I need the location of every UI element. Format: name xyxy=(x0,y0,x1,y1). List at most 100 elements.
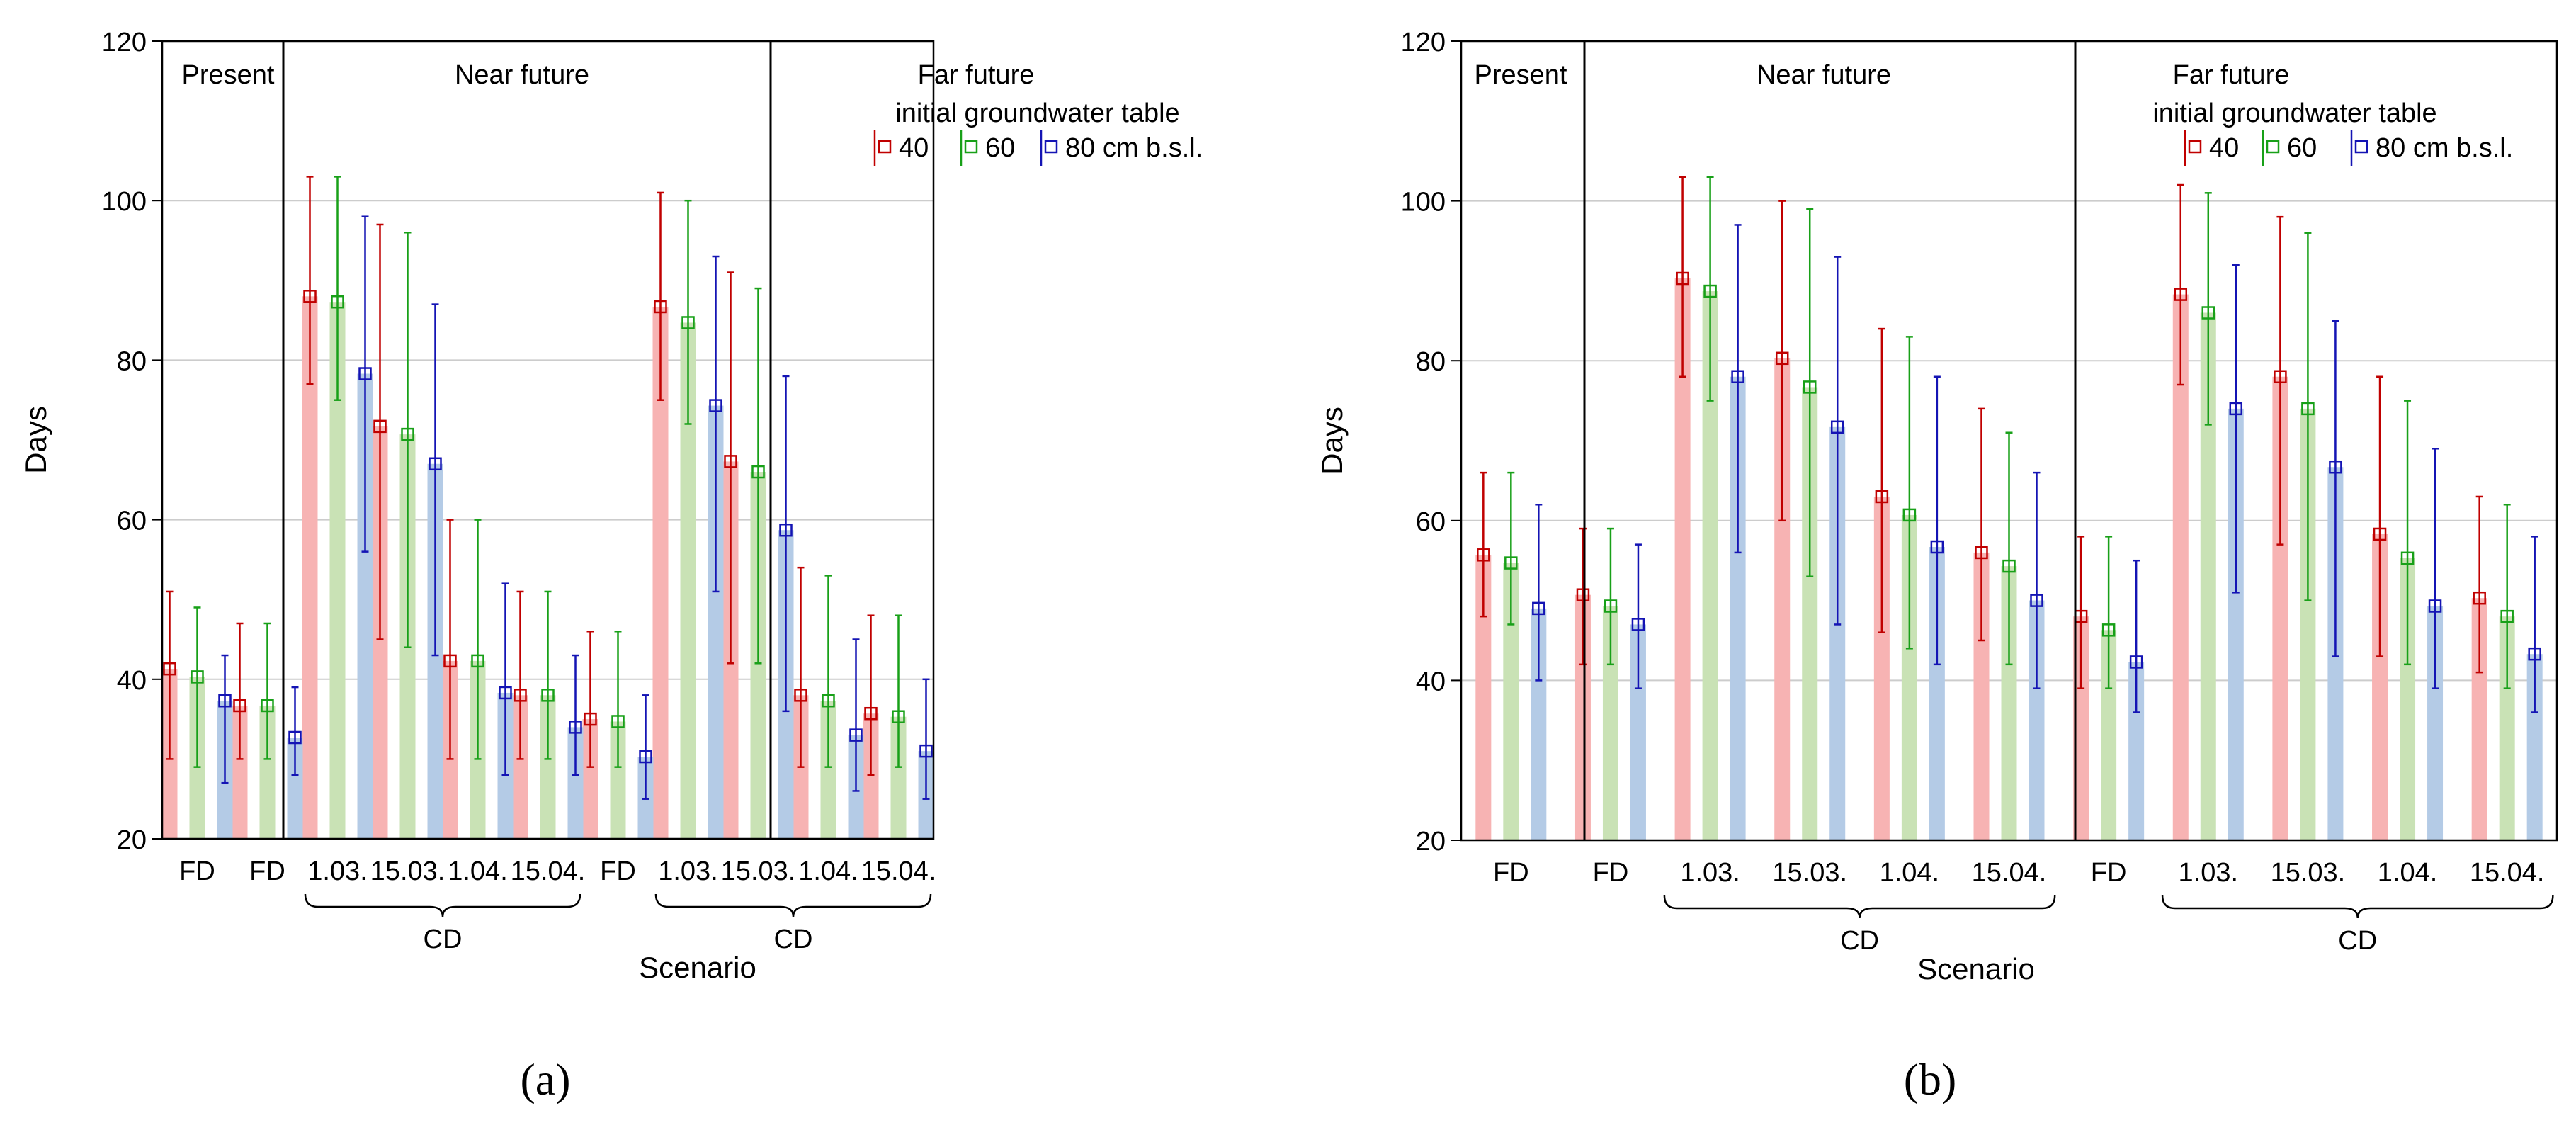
bar xyxy=(329,302,346,839)
brace-label: CD xyxy=(2338,926,2377,956)
mean-marker xyxy=(1830,420,1844,434)
mean-marker xyxy=(1875,490,1889,504)
mean-marker xyxy=(2373,527,2387,541)
bar xyxy=(512,695,528,839)
bar xyxy=(2073,616,2089,840)
bar xyxy=(2400,558,2416,840)
mean-marker xyxy=(654,300,667,314)
y-tick-label: 20 xyxy=(1416,827,1446,857)
mean-marker xyxy=(1975,546,1988,560)
mean-marker xyxy=(709,399,722,412)
mean-marker xyxy=(1930,540,1944,554)
x-tick-label: 15.03. xyxy=(2271,858,2346,888)
y-tick-label: 120 xyxy=(102,28,147,57)
bar xyxy=(357,373,373,839)
bar xyxy=(2200,312,2216,840)
plot-frame xyxy=(1460,40,2558,842)
mean-marker xyxy=(233,699,246,713)
mean-marker xyxy=(584,712,597,726)
bar xyxy=(1503,563,1519,840)
mean-marker xyxy=(751,465,765,479)
mean-marker xyxy=(191,670,204,684)
legend-label: 40 xyxy=(899,133,929,163)
legend-title: initial groundwater table xyxy=(895,98,1179,128)
bar xyxy=(652,306,669,839)
bar xyxy=(863,713,879,839)
mean-marker xyxy=(2528,647,2541,661)
mean-marker xyxy=(2030,594,2043,607)
x-tick-label: 1.03. xyxy=(307,857,368,886)
mean-marker xyxy=(1676,271,1689,286)
bar xyxy=(890,716,907,839)
bar xyxy=(680,322,696,839)
mean-marker xyxy=(919,744,933,758)
y-tick-label: 20 xyxy=(117,825,147,855)
x-tick-label: 15.04. xyxy=(2470,858,2545,888)
bar xyxy=(1730,376,1746,840)
bar xyxy=(2372,533,2388,840)
bar xyxy=(2427,606,2444,840)
mean-marker xyxy=(2274,370,2287,384)
bar xyxy=(2228,408,2244,840)
bar xyxy=(2101,630,2117,840)
y-tick-label: 40 xyxy=(1416,667,1446,696)
y-tick-label: 120 xyxy=(1401,28,1446,57)
bar xyxy=(232,705,248,839)
bar xyxy=(1929,547,1945,840)
mean-marker xyxy=(639,750,652,764)
x-tick-label: 1.04. xyxy=(798,857,858,886)
bar xyxy=(2300,408,2316,840)
mean-marker xyxy=(1731,370,1744,384)
bar xyxy=(2128,662,2145,840)
mean-marker xyxy=(2201,306,2215,320)
bar xyxy=(2471,598,2487,840)
x-tick-label: 1.03. xyxy=(658,857,718,886)
mean-marker xyxy=(794,689,807,702)
mean-marker xyxy=(2329,460,2342,474)
legend-marker xyxy=(2354,140,2368,154)
mean-marker xyxy=(2301,402,2315,416)
x-tick-label: FD xyxy=(1493,858,1529,888)
bar xyxy=(1630,624,1646,840)
mean-marker xyxy=(2002,559,2016,573)
period-label: Present xyxy=(182,60,275,90)
plot-frame xyxy=(161,40,935,840)
x-tick-label: 15.03. xyxy=(370,857,446,886)
y-tick-label: 100 xyxy=(1401,188,1446,217)
x-tick-label: FD xyxy=(179,857,215,886)
bar xyxy=(1574,594,1591,840)
bar xyxy=(2029,600,2045,840)
period-label: Far future xyxy=(918,60,1035,90)
panel-a: 20 40 60 80 100 120 Present Near future Far futu… xyxy=(19,28,1203,1104)
y-tick-label: 60 xyxy=(117,507,147,536)
y-tick-label: 80 xyxy=(117,346,147,376)
legend-label: 40 xyxy=(2209,133,2239,163)
mean-marker xyxy=(1775,351,1789,366)
x-axis-label: Scenario xyxy=(1917,952,2035,985)
bar xyxy=(610,721,626,839)
mean-marker xyxy=(303,290,317,303)
bar xyxy=(259,705,276,839)
mean-marker xyxy=(724,455,737,468)
mean-marker xyxy=(611,715,625,728)
period-label: Near future xyxy=(1757,60,1891,90)
bar xyxy=(540,695,556,839)
mean-marker xyxy=(2129,655,2143,669)
x-tick-label: 1.04. xyxy=(448,857,508,886)
brace-label: CD xyxy=(1840,926,1879,956)
mean-marker xyxy=(218,694,232,708)
period-label: Near future xyxy=(455,60,589,90)
x-tick-label: FD xyxy=(2091,858,2127,888)
x-tick-label: 15.04. xyxy=(861,857,936,886)
mean-marker xyxy=(373,419,387,434)
cd-brace xyxy=(654,893,932,917)
x-tick-label: 15.04. xyxy=(511,857,586,886)
x-axis-label: Scenario xyxy=(639,951,756,984)
mean-marker xyxy=(1477,548,1490,562)
bar xyxy=(708,405,724,839)
x-tick-label: 1.04. xyxy=(2378,858,2438,888)
bar xyxy=(1531,608,1547,840)
bar xyxy=(2272,376,2288,840)
cd-brace xyxy=(304,893,581,917)
